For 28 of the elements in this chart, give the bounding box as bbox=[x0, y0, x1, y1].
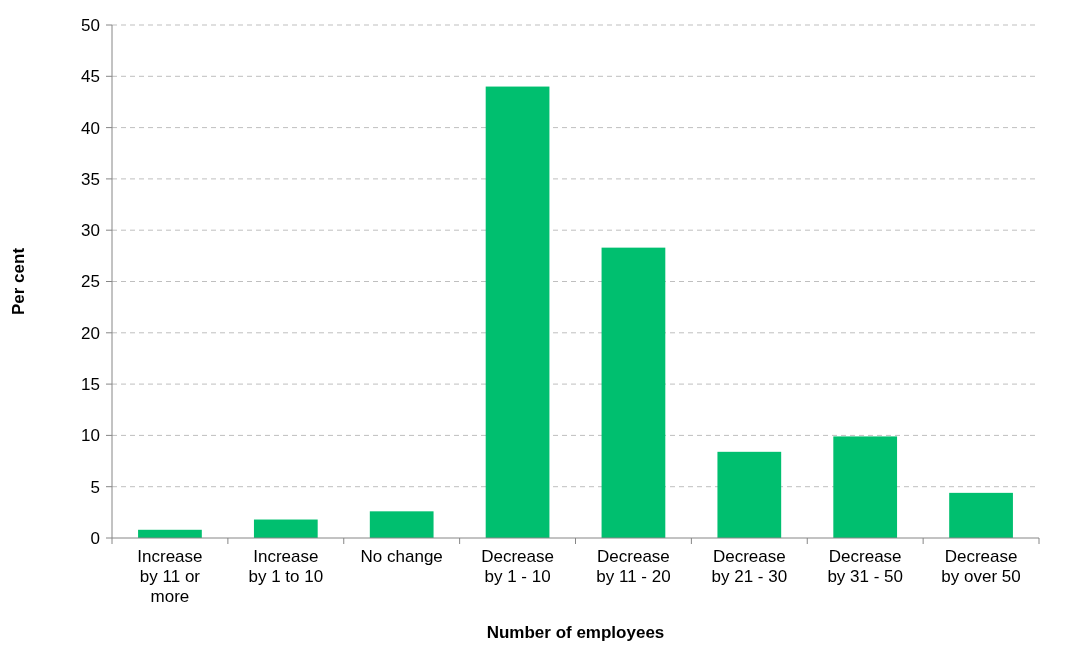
bar bbox=[601, 247, 666, 538]
y-axis-title: Per cent bbox=[9, 247, 28, 316]
y-tick-label: 35 bbox=[81, 169, 100, 189]
y-tick-label: 20 bbox=[81, 323, 100, 343]
y-tick-label: 25 bbox=[81, 272, 100, 292]
bar bbox=[369, 511, 434, 538]
bar bbox=[717, 451, 782, 538]
x-tick-label: Increase by 1 to 10 bbox=[248, 547, 324, 586]
y-tick-label: 0 bbox=[90, 528, 100, 548]
bar bbox=[253, 519, 318, 538]
bar bbox=[833, 436, 898, 538]
y-tick-label: 15 bbox=[81, 375, 100, 395]
x-tick-label: No change bbox=[360, 547, 443, 566]
y-tick-label: 30 bbox=[81, 221, 100, 241]
bar bbox=[949, 492, 1013, 538]
x-tick-label: Decrease by over 50 bbox=[941, 547, 1021, 586]
y-tick-label: 5 bbox=[90, 477, 100, 497]
y-tick-label: 50 bbox=[81, 15, 100, 35]
bar bbox=[485, 86, 550, 538]
x-tick-label: Decrease by 11 - 20 bbox=[596, 547, 671, 586]
x-tick-label: Decrease by 1 - 10 bbox=[481, 547, 554, 586]
x-axis-title: Number of employees bbox=[486, 623, 665, 642]
x-tick-label: Decrease by 21 - 30 bbox=[711, 547, 788, 586]
y-tick-label: 45 bbox=[81, 67, 100, 87]
y-tick-label: 40 bbox=[81, 118, 100, 138]
x-tick-label: Decrease by 31 - 50 bbox=[827, 547, 903, 586]
y-tick-label: 10 bbox=[81, 426, 100, 446]
x-tick-label: Increase by 11 or more bbox=[137, 547, 203, 606]
